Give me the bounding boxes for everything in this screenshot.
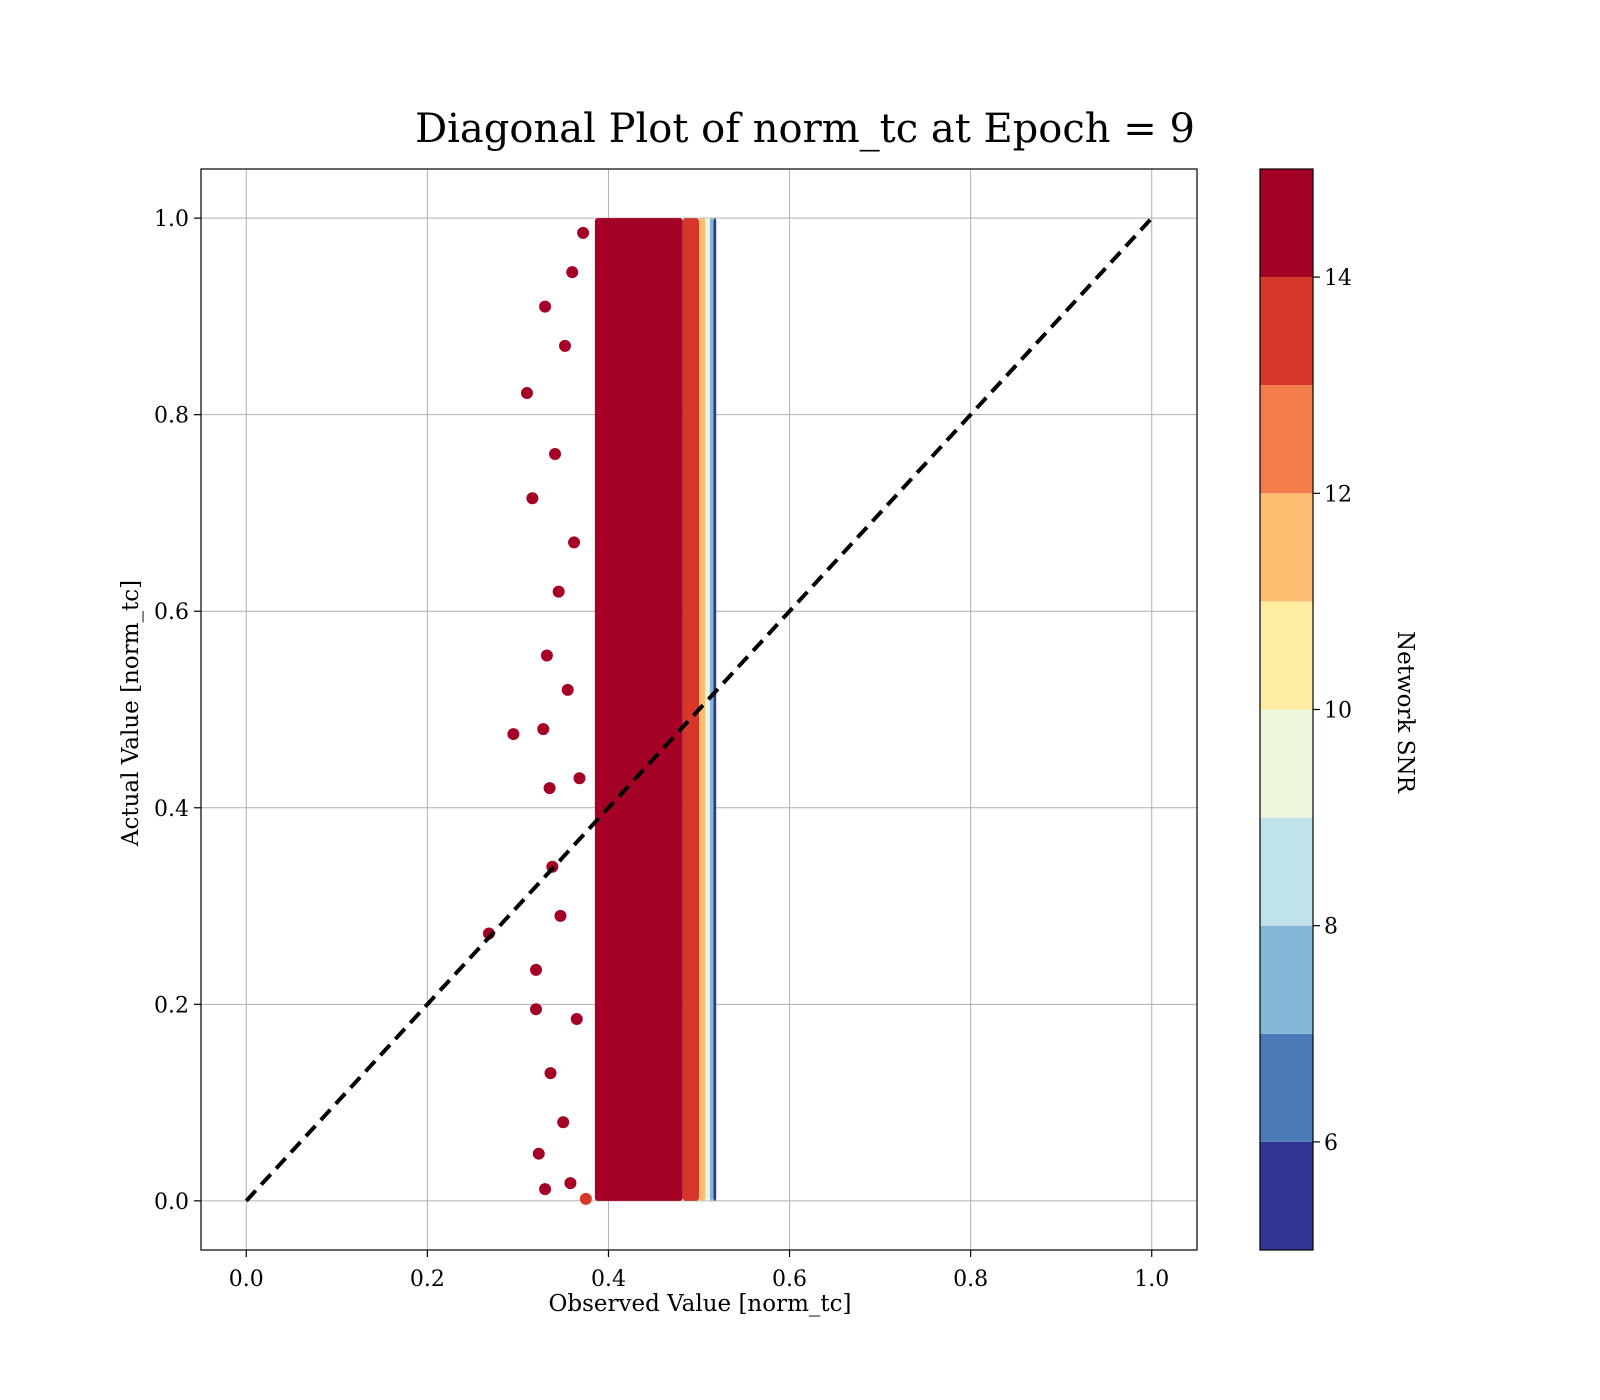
scatter-point — [526, 492, 539, 505]
scatter-point — [561, 683, 574, 696]
y-tick-label: 0.2 — [154, 993, 189, 1018]
scatter-point — [530, 1003, 543, 1016]
scatter-band-region — [594, 218, 683, 1201]
x-tick-label: 0.2 — [410, 1267, 445, 1292]
colorbar-band — [1260, 1141, 1313, 1250]
scatter-point — [532, 1147, 545, 1160]
scatter-band-region — [713, 218, 717, 1201]
x-tick-label: 1.0 — [1134, 1267, 1169, 1292]
scatter-band-region — [705, 218, 710, 1201]
scatter-point — [558, 339, 571, 352]
colorbar-bands — [1260, 169, 1313, 1250]
data-layer — [482, 218, 717, 1205]
y-tick-label: 1.0 — [154, 207, 189, 232]
scatter-point — [573, 772, 586, 785]
scatter-point — [530, 963, 543, 976]
colorbar-band — [1260, 277, 1313, 386]
scatter-point — [552, 585, 565, 598]
colorbar-band — [1260, 817, 1313, 926]
x-axis-ticks: 0.0 0.2 0.4 0.6 0.8 1.0 — [229, 1250, 1169, 1292]
scatter-point — [544, 1067, 557, 1080]
chart-title: Diagonal Plot of norm_tc at Epoch = 9 — [415, 106, 1195, 152]
colorbar-band — [1260, 1033, 1313, 1142]
scatter-point — [543, 782, 556, 795]
x-tick-label: 0.8 — [953, 1267, 988, 1292]
colorbar-tick-label: 10 — [1324, 699, 1352, 724]
colorbar-tick-label: 6 — [1324, 1131, 1338, 1156]
colorbar-band — [1260, 169, 1313, 278]
scatter-point — [539, 1183, 552, 1196]
y-axis-label: Actual Value [norm_tc] — [118, 580, 144, 847]
plot-area: 0.0 0.2 0.4 0.6 0.8 1.0 0.0 0.2 0.4 0.6 0.8 1.0 — [154, 168, 1198, 1292]
colorbar-band — [1260, 493, 1313, 602]
y-tick-label: 0.8 — [154, 404, 189, 429]
scatter-point — [579, 1192, 592, 1205]
colorbar-ticks: 6 8 10 12 14 — [1313, 266, 1352, 1156]
scatter-band-region — [682, 218, 699, 1201]
y-tick-label: 0.4 — [154, 797, 189, 822]
plot-frame — [200, 168, 1198, 1251]
scatter-point — [507, 728, 520, 741]
y-tick-label: 0.6 — [154, 600, 189, 625]
x-axis-label: Observed Value [norm_tc] — [549, 1291, 852, 1317]
y-tick-label: 0.0 — [154, 1190, 189, 1215]
colorbar: 6 8 10 12 14 — [1259, 168, 1352, 1251]
x-tick-label: 0.6 — [772, 1267, 807, 1292]
colorbar-band — [1260, 709, 1313, 818]
scatter-point — [570, 1013, 583, 1026]
scatter-band-region — [699, 218, 706, 1201]
y-axis-ticks: 0.0 0.2 0.4 0.6 0.8 1.0 — [154, 207, 201, 1215]
scatter-point — [549, 447, 562, 460]
colorbar-band — [1260, 385, 1313, 494]
scatter-point — [540, 649, 553, 662]
colorbar-tick-label: 14 — [1324, 266, 1352, 291]
colorbar-tick-label: 12 — [1324, 482, 1352, 507]
scatter-point — [566, 266, 579, 279]
scatter-point — [537, 723, 550, 736]
colorbar-band — [1260, 601, 1313, 710]
diagonal-reference-line — [244, 216, 1154, 1203]
x-tick-label: 0.0 — [229, 1267, 264, 1292]
scatter-point — [554, 909, 567, 922]
scatter-point — [568, 536, 581, 549]
scatter-point — [577, 226, 590, 239]
scatter-point — [520, 387, 533, 400]
scatter-point — [539, 300, 552, 313]
colorbar-label: Network SNR — [1392, 631, 1418, 794]
scatter-band-region — [709, 218, 714, 1201]
x-tick-label: 0.4 — [591, 1267, 626, 1292]
scatter-point — [557, 1116, 570, 1129]
scatter-point — [564, 1177, 577, 1190]
colorbar-tick-label: 8 — [1324, 915, 1338, 940]
colorbar-band — [1260, 925, 1313, 1034]
